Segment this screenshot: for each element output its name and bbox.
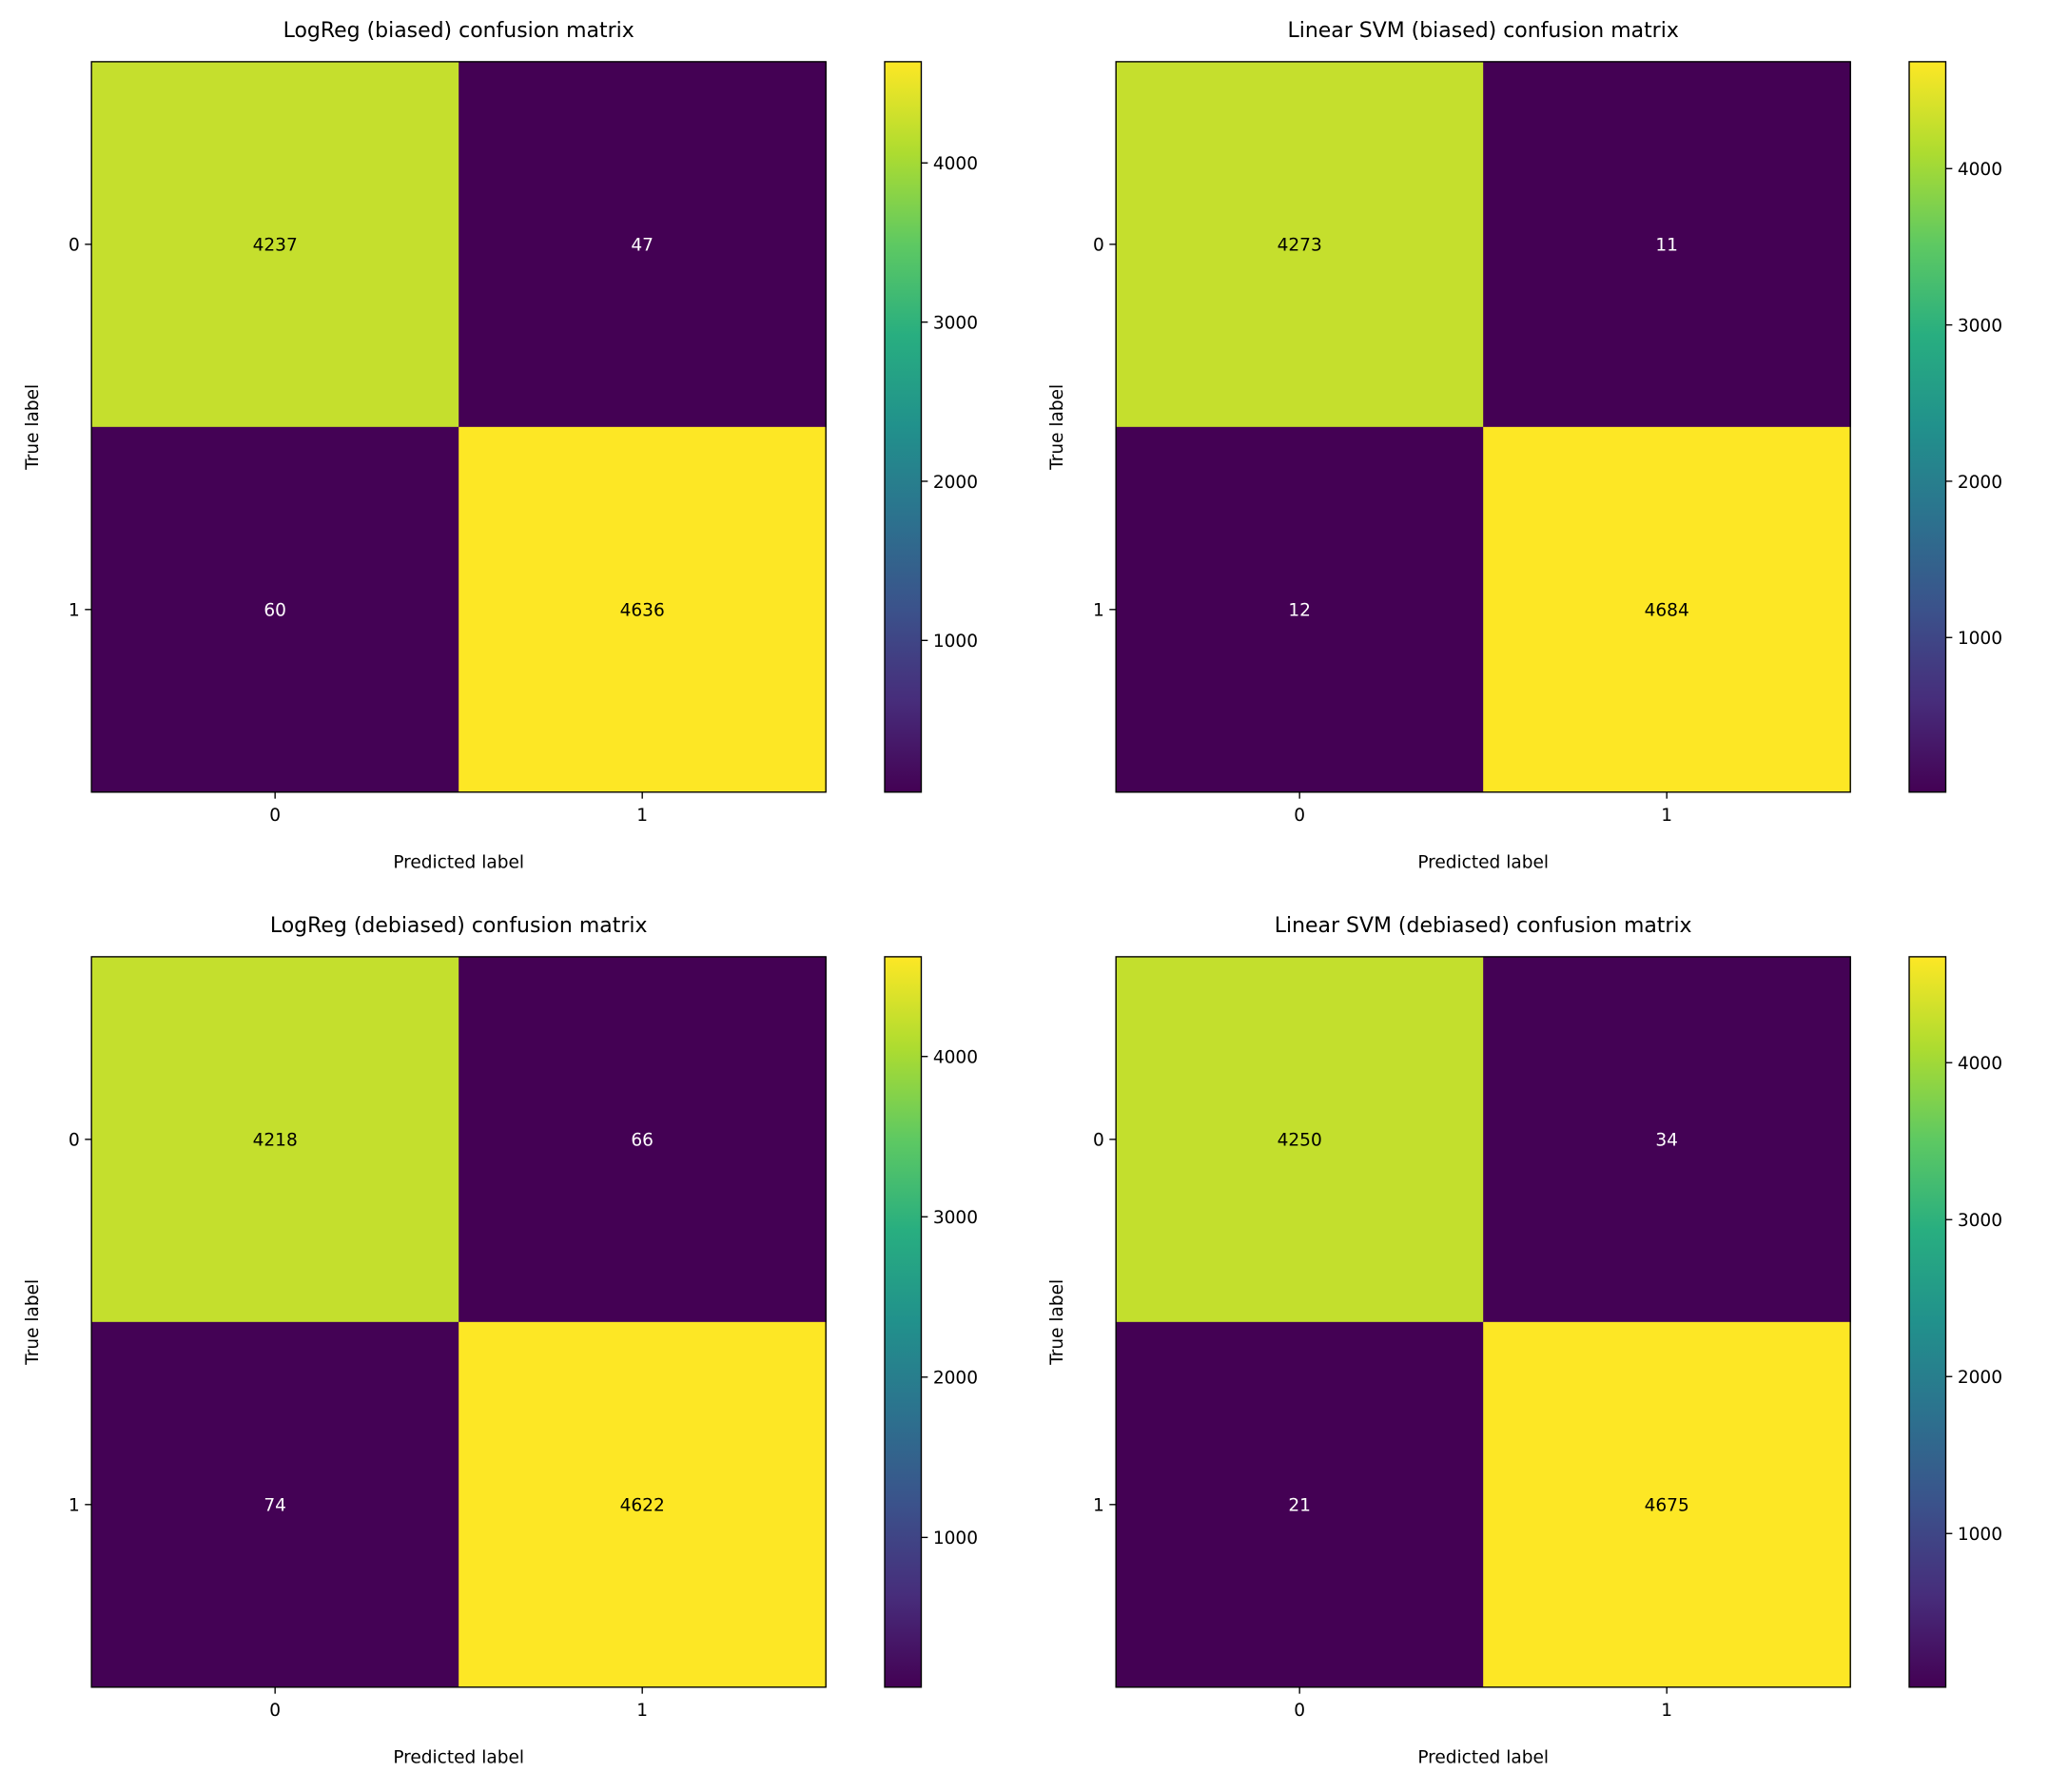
x-tick-label: 1 <box>1661 1701 1672 1721</box>
cell-value-label: 66 <box>631 1131 654 1151</box>
colorbar-tick-label: 3000 <box>1958 1211 2002 1231</box>
matrix-cell <box>1483 426 1851 793</box>
axes-frame <box>90 956 827 1688</box>
colorbar-tick-label: 1000 <box>933 1529 978 1549</box>
colorbar-tick-label: 2000 <box>933 473 978 493</box>
y-tick-label: 1 <box>1093 601 1104 621</box>
cell-value-label: 4636 <box>620 601 665 621</box>
y-axis-label: True label <box>1047 384 1067 471</box>
x-tick-label: 0 <box>269 1701 281 1721</box>
x-tick-label: 1 <box>1661 806 1672 826</box>
colorbar-tick-label: 3000 <box>933 1208 978 1228</box>
matrix-cell <box>1116 61 1484 428</box>
chart-title: Linear SVM (biased) confusion matrix <box>1288 19 1679 43</box>
colorbar-tick-label: 2000 <box>1958 1368 2002 1388</box>
colorbar <box>1908 956 1947 1688</box>
cell-value-label: 21 <box>1288 1496 1311 1516</box>
y-tick-label: 1 <box>1093 1496 1104 1516</box>
colorbar-tick-label: 1000 <box>1958 629 2002 649</box>
x-tick-label: 1 <box>636 806 648 826</box>
y-tick-label: 0 <box>1093 236 1104 256</box>
chart-title: LogReg (debiased) confusion matrix <box>270 914 648 938</box>
matrix-cell <box>1483 956 1851 1323</box>
matrix-cell <box>91 426 459 793</box>
y-axis-label: True label <box>23 384 43 471</box>
axes-frame <box>90 61 827 793</box>
matrix-cell <box>91 1321 459 1688</box>
x-tick-label: 0 <box>1294 1701 1305 1721</box>
colorbar-tick-label: 4000 <box>933 154 978 174</box>
x-axis-label: Predicted label <box>393 1747 524 1767</box>
matrix-cell <box>91 956 459 1323</box>
x-axis-label: Predicted label <box>1417 852 1549 872</box>
colorbar-tick-label: 4000 <box>933 1048 978 1068</box>
colorbar-tick-label: 2000 <box>933 1369 978 1389</box>
cell-value-label: 74 <box>263 1496 286 1516</box>
colorbar-tick-label: 1000 <box>933 632 978 652</box>
x-axis-label: Predicted label <box>393 852 524 872</box>
cell-value-label: 12 <box>1288 601 1311 621</box>
colorbar-tick-label: 4000 <box>1958 160 2002 180</box>
matrix-cell <box>1116 956 1484 1323</box>
panel-0: 4237 47 60 4636 LogReg (biased) confusion ma… <box>23 19 978 873</box>
y-tick-label: 0 <box>68 1131 80 1151</box>
y-tick-label: 1 <box>68 1496 80 1516</box>
colorbar <box>1908 61 1947 793</box>
y-tick-label: 0 <box>68 236 80 256</box>
cell-value-label: 34 <box>1655 1131 1678 1151</box>
cell-value-label: 4218 <box>253 1131 298 1151</box>
matrix-cell <box>1483 1321 1851 1688</box>
y-tick-label: 1 <box>68 601 80 621</box>
matrix-cell <box>1116 1321 1484 1688</box>
matrix-cell <box>91 61 459 428</box>
cell-value-label: 4622 <box>620 1496 665 1516</box>
x-tick-label: 1 <box>636 1701 648 1721</box>
cell-value-label: 4273 <box>1278 236 1322 256</box>
chart-title: LogReg (biased) confusion matrix <box>283 19 634 43</box>
matrix-cell <box>459 61 827 428</box>
cell-value-label: 47 <box>631 236 654 256</box>
cell-value-label: 4675 <box>1645 1496 1689 1516</box>
cell-value-label: 60 <box>263 601 286 621</box>
matrix-cell <box>459 1321 827 1688</box>
colorbar-tick-label: 3000 <box>933 314 978 334</box>
colorbar-tick-label: 3000 <box>1958 316 2002 336</box>
matrix-cell <box>1483 61 1851 428</box>
y-axis-label: True label <box>1047 1279 1067 1366</box>
matrix-cell <box>1116 426 1484 793</box>
cell-value-label: 4237 <box>253 236 298 256</box>
x-axis-label: Predicted label <box>1417 1747 1549 1767</box>
y-tick-label: 0 <box>1093 1131 1104 1151</box>
colorbar-tick-label: 1000 <box>1958 1525 2002 1545</box>
cell-value-label: 11 <box>1655 236 1678 256</box>
axes-frame <box>1115 61 1851 793</box>
colorbar-tick-label: 2000 <box>1958 473 2002 493</box>
cell-value-label: 4684 <box>1645 601 1689 621</box>
matrix-cell <box>459 956 827 1323</box>
cell-value-label: 4250 <box>1278 1131 1322 1151</box>
colorbar <box>884 61 923 793</box>
chart-title: Linear SVM (debiased) confusion matrix <box>1275 914 1692 938</box>
panel-3: 4250 34 21 4675 Linear SVM (debiased) confus… <box>1047 914 2002 1768</box>
axes-frame <box>1115 956 1851 1688</box>
colorbar-tick-label: 4000 <box>1958 1054 2002 1074</box>
x-tick-label: 0 <box>269 806 281 826</box>
matrix-cell <box>459 426 827 793</box>
colorbar <box>884 956 923 1688</box>
panel-2: 4218 66 74 4622 LogReg (debiased) confusion … <box>23 914 978 1768</box>
y-axis-label: True label <box>23 1279 43 1366</box>
x-tick-label: 0 <box>1294 806 1305 826</box>
